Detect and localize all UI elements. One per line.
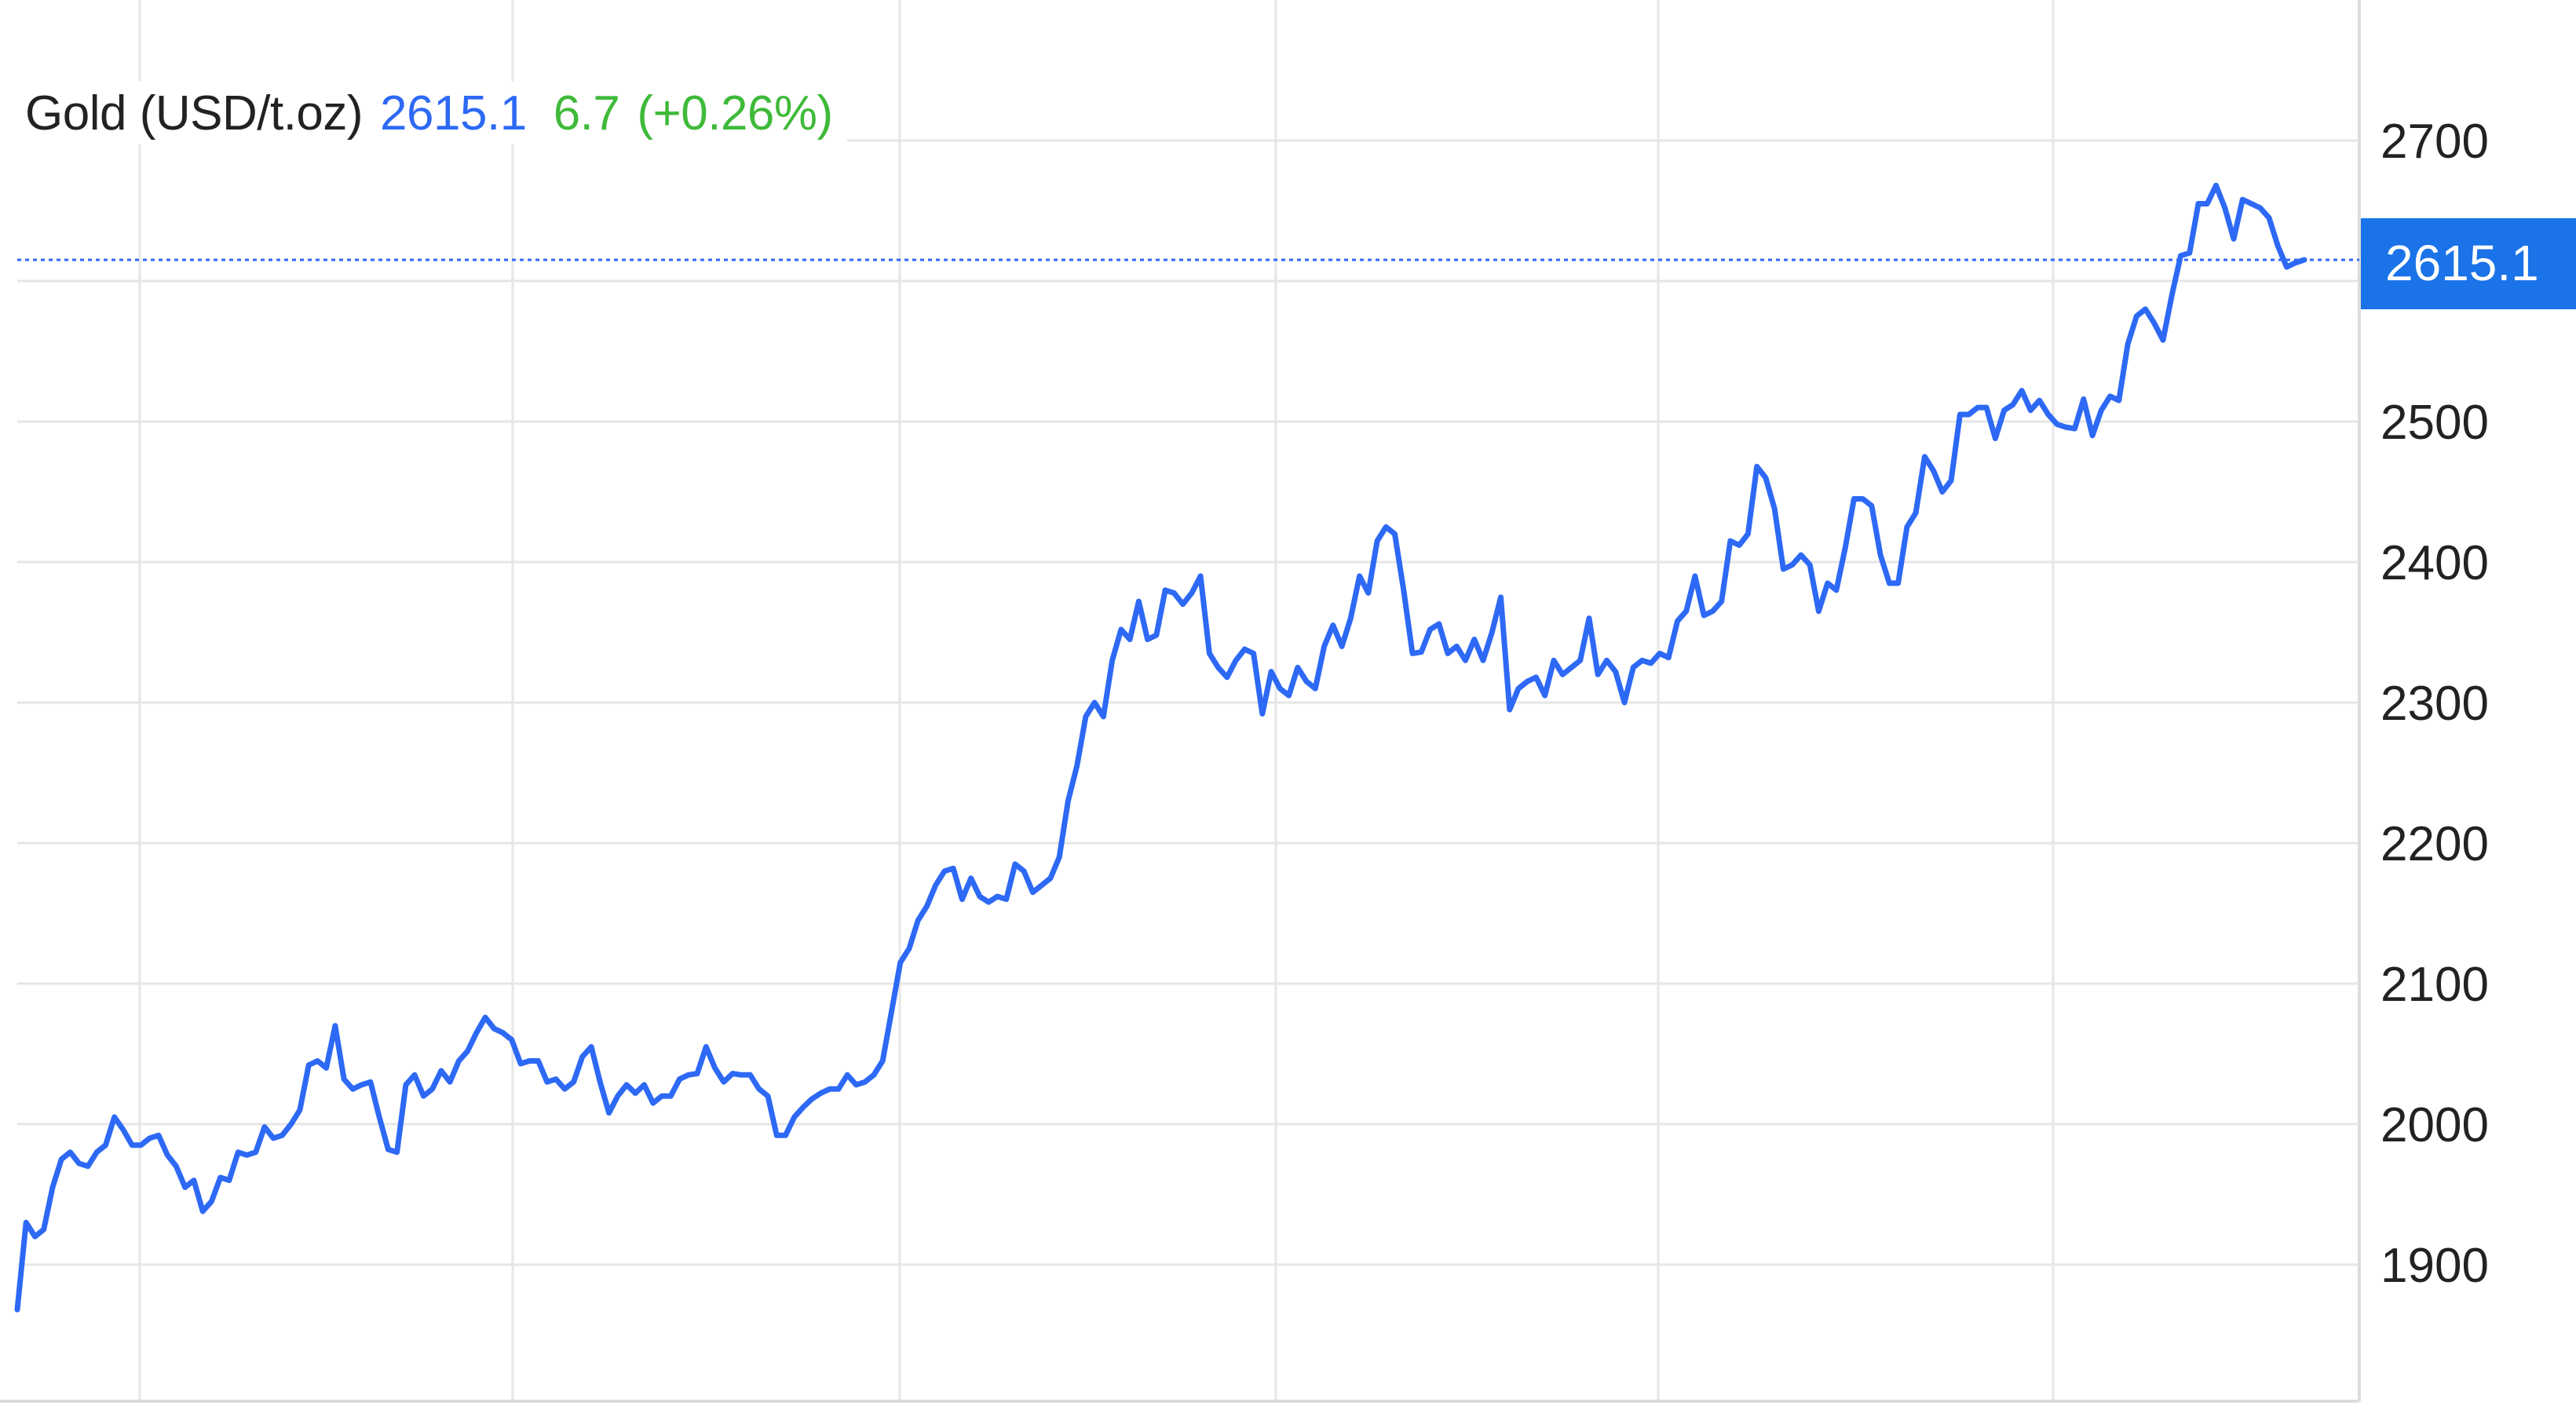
current-price: 2615.1: [380, 86, 527, 141]
y-tick-label: 2200: [2381, 817, 2489, 871]
series-points: [16, 185, 2305, 1310]
price-change-percent: (+0.26%): [637, 86, 833, 141]
y-tick-label: 2700: [2381, 115, 2489, 169]
horizontal-gridlines: [17, 139, 2359, 1266]
y-tick-label: 2500: [2381, 396, 2489, 450]
price-change: 6.7: [553, 86, 620, 141]
instrument-header: Gold (USD/t.oz) 2615.1 6.7 (+0.26%): [17, 82, 847, 144]
y-tick-label: 2100: [2381, 958, 2489, 1012]
y-tick-label: 1900: [2381, 1239, 2489, 1293]
last-price-tag-background: [2361, 217, 2576, 309]
instrument-name: Gold (USD/t.oz): [25, 86, 364, 141]
vertical-gridlines: [138, 0, 2055, 1401]
last-price-tag: 2615.1: [2361, 217, 2576, 309]
y-tick-label: 2300: [2381, 677, 2489, 731]
y-axis-tick-labels: 1900 2000 2100 2200 2300 2400 2500 2700: [2381, 115, 2489, 1293]
y-tick-label: 2400: [2381, 536, 2489, 590]
last-price-tag-label: 2615.1: [2385, 235, 2539, 291]
series-line: [14, 182, 2307, 1313]
y-tick-label: 2000: [2381, 1098, 2489, 1152]
